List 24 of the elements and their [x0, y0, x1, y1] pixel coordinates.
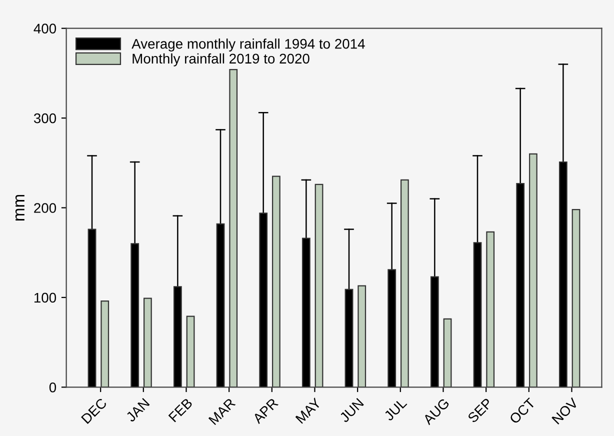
- bar: [229, 69, 238, 388]
- x-tick-label: JUL: [383, 398, 408, 422]
- bar: [572, 208, 580, 388]
- bar: [314, 184, 324, 388]
- bar: [186, 316, 195, 388]
- bar: [400, 179, 409, 388]
- x-tick-label: SEP: [467, 398, 493, 424]
- bar: [486, 231, 495, 388]
- x-tick-label: JAN: [125, 398, 150, 423]
- x-tick-label: FEB: [168, 398, 193, 422]
- legend-label: Average monthly rainfall 1994 to 2014: [132, 38, 365, 52]
- y-axis-title: mm: [15, 194, 24, 221]
- bar: [100, 300, 110, 388]
- bar: [358, 285, 366, 388]
- y-tick-label: 0: [49, 382, 56, 392]
- bar: [443, 318, 452, 388]
- bar: [144, 298, 152, 388]
- legend-label: Monthly rainfall 2019 to 2020: [132, 53, 310, 66]
- y-tick-label: 400: [34, 24, 56, 34]
- y-tick-label: 100: [34, 292, 56, 303]
- y-tick-label: 300: [34, 113, 56, 124]
- y-tick-label: 200: [34, 203, 56, 213]
- bar: [528, 153, 538, 388]
- bar: [272, 176, 280, 388]
